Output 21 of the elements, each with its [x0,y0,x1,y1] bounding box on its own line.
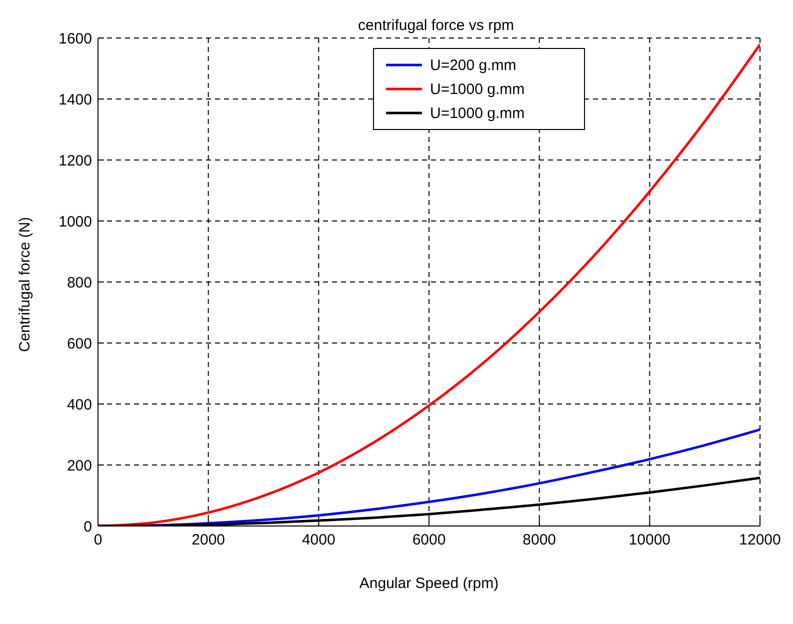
x-tick-label: 10000 [628,532,671,549]
x-tick-label: 12000 [739,532,781,549]
legend-label: U=200 g.mm [430,56,516,74]
chart-title: centrifugal force vs rpm [358,17,514,34]
y-tick-label: 1600 [58,30,92,48]
y-tick-label: 1000 [58,213,92,230]
y-tick-label: 200 [66,457,92,474]
legend-label: U=1000 g.mm [430,104,525,122]
x-tick-label: 4000 [302,532,336,549]
y-tick-label: 600 [66,335,92,352]
x-tick-label: 6000 [412,532,446,549]
y-tick-label: 800 [66,274,92,292]
x-tick-label: 8000 [522,532,556,549]
x-tick-label: 2000 [192,532,226,549]
legend-label: U=1000 g.mm [430,80,525,98]
y-axis-title: Centrifugal force (N) [16,216,34,352]
y-tick-label: 1200 [58,152,92,170]
y-tick-label: 0 [84,518,92,536]
y-tick-label: 1400 [58,91,92,108]
y-tick-label: 400 [66,396,92,414]
x-axis-title: Angular Speed (rpm) [359,575,499,592]
